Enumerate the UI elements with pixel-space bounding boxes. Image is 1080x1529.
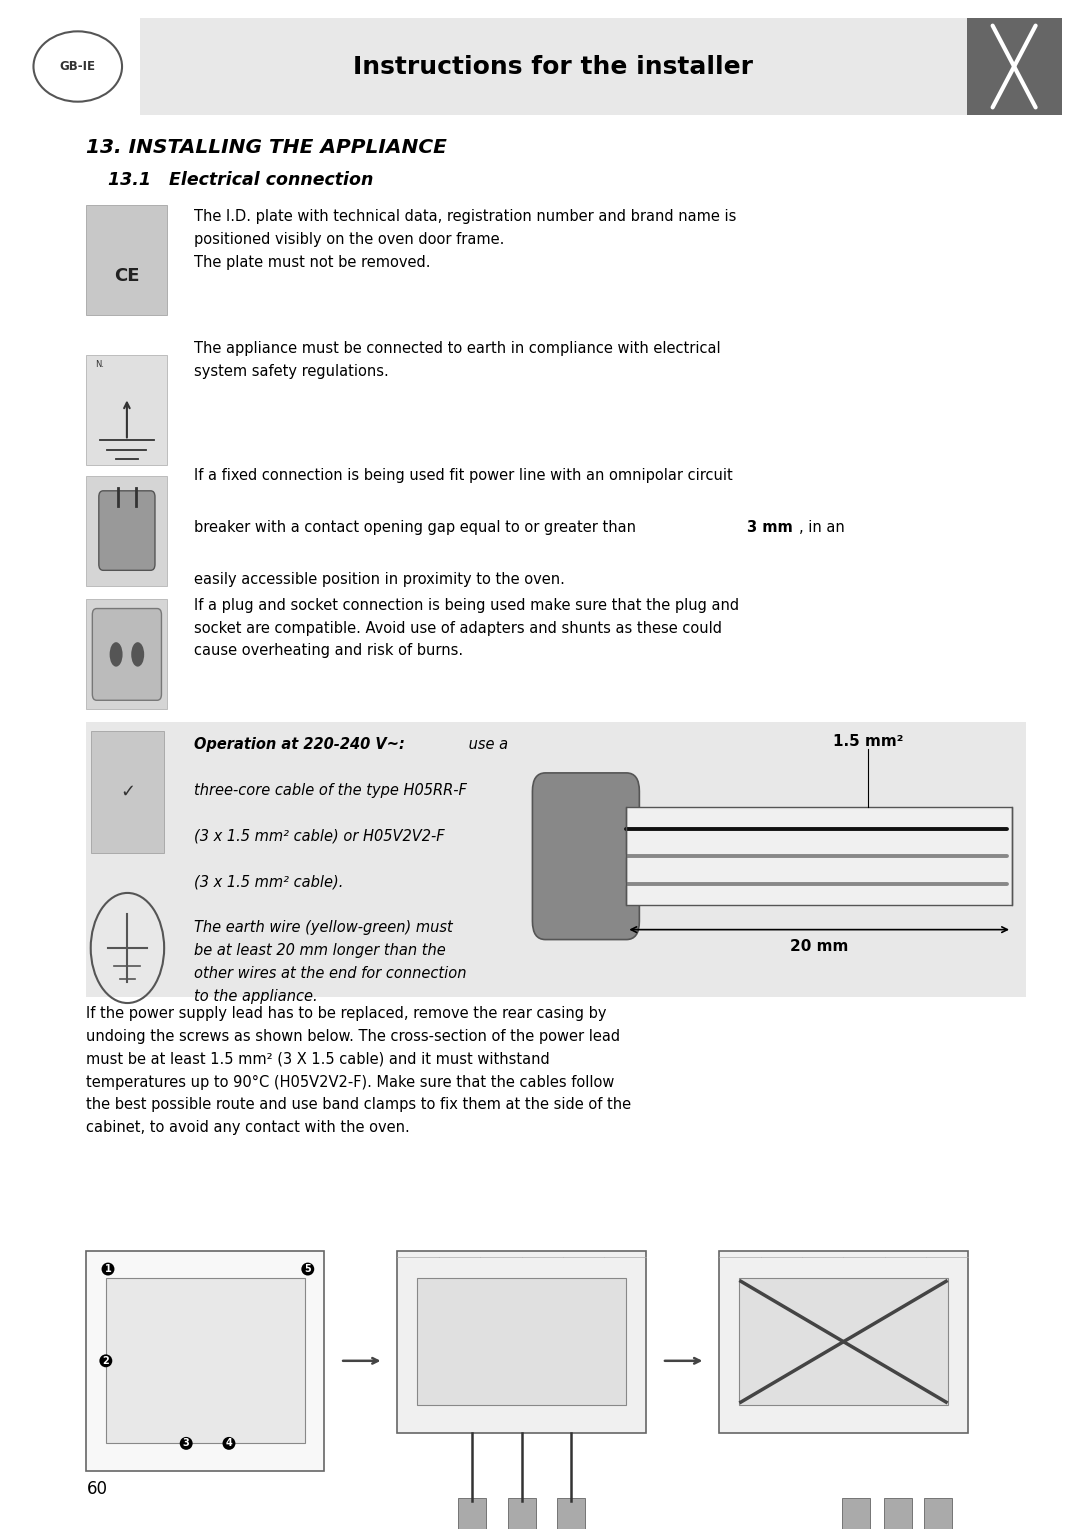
Bar: [842, 1498, 870, 1529]
Text: N.: N.: [95, 361, 104, 368]
Bar: [967, 18, 1062, 115]
Bar: [417, 1278, 626, 1405]
Text: three-core cable of the type H05RR-F: three-core cable of the type H05RR-F: [194, 783, 468, 798]
Bar: [86, 205, 167, 315]
Text: 5: 5: [305, 1264, 311, 1274]
Text: use a: use a: [464, 737, 509, 752]
Text: The appliance must be connected to earth in compliance with electrical
system sa: The appliance must be connected to earth…: [194, 341, 721, 379]
Bar: [626, 807, 1012, 905]
Bar: [739, 1278, 948, 1405]
Text: GB-IE: GB-IE: [59, 60, 96, 73]
Text: Operation at 220-240 V~:: Operation at 220-240 V~:: [194, 737, 405, 752]
Text: (3 x 1.5 mm² cable) or H05V2V2-F: (3 x 1.5 mm² cable) or H05V2V2-F: [194, 829, 445, 844]
Text: , in an: , in an: [799, 520, 845, 535]
Text: The I.D. plate with technical data, registration number and brand name is
positi: The I.D. plate with technical data, regi…: [194, 209, 737, 271]
Bar: [86, 476, 167, 586]
Bar: [397, 1251, 646, 1433]
Text: If a plug and socket connection is being used make sure that the plug and
socket: If a plug and socket connection is being…: [194, 598, 740, 659]
Text: breaker with a contact opening gap equal to or greater than: breaker with a contact opening gap equal…: [194, 520, 642, 535]
Ellipse shape: [132, 642, 144, 667]
FancyBboxPatch shape: [532, 772, 639, 939]
Bar: [86, 355, 167, 465]
Text: Instructions for the installer: Instructions for the installer: [353, 55, 753, 78]
Ellipse shape: [110, 642, 123, 667]
Bar: [557, 1498, 585, 1529]
Bar: [885, 1498, 913, 1529]
Bar: [458, 1498, 486, 1529]
FancyBboxPatch shape: [92, 609, 162, 700]
Text: 60: 60: [86, 1480, 107, 1498]
Text: If a fixed connection is being used fit power line with an omnipolar circuit: If a fixed connection is being used fit …: [194, 468, 733, 483]
Text: (3 x 1.5 mm² cable).: (3 x 1.5 mm² cable).: [194, 875, 343, 890]
Bar: [106, 1278, 305, 1443]
Text: CE: CE: [114, 268, 139, 286]
Text: 3 mm: 3 mm: [747, 520, 793, 535]
Bar: [86, 722, 1026, 997]
Text: 13.1   Electrical connection: 13.1 Electrical connection: [108, 171, 374, 190]
FancyBboxPatch shape: [99, 491, 156, 570]
Text: 13. INSTALLING THE APPLIANCE: 13. INSTALLING THE APPLIANCE: [86, 138, 447, 156]
Text: easily accessible position in proximity to the oven.: easily accessible position in proximity …: [194, 572, 565, 587]
Text: 2: 2: [103, 1356, 109, 1365]
Bar: [86, 1251, 324, 1471]
Bar: [140, 18, 967, 115]
Text: 20 mm: 20 mm: [789, 939, 849, 954]
Bar: [86, 599, 167, 709]
Text: The earth wire (yellow-green) must
be at least 20 mm longer than the
other wires: The earth wire (yellow-green) must be at…: [194, 920, 467, 1005]
Text: If the power supply lead has to be replaced, remove the rear casing by
undoing t: If the power supply lead has to be repla…: [86, 1006, 632, 1135]
Bar: [923, 1498, 951, 1529]
Text: ✓: ✓: [120, 783, 135, 801]
Text: 1: 1: [105, 1264, 111, 1274]
Text: 4: 4: [226, 1439, 232, 1448]
Text: 3: 3: [183, 1439, 190, 1448]
Bar: [91, 731, 164, 853]
Text: 1.5 mm²: 1.5 mm²: [833, 734, 903, 749]
Bar: [508, 1498, 536, 1529]
Bar: [719, 1251, 968, 1433]
